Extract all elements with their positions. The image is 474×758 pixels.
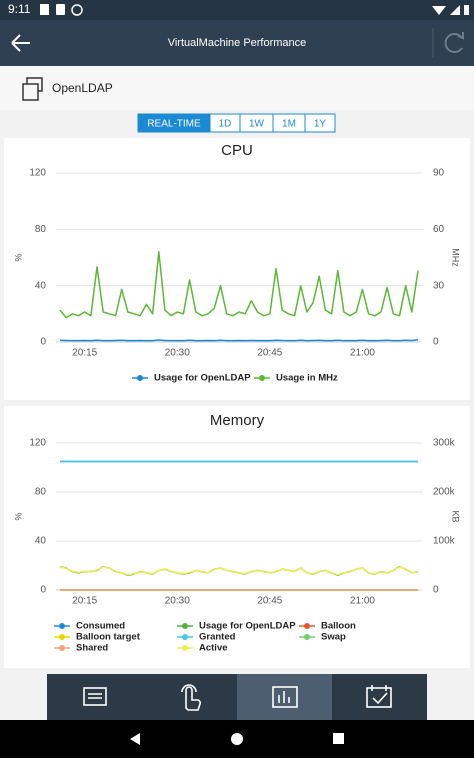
x-tick-label: 20:15	[72, 348, 97, 359]
legend-label: Usage for OpenLDAP	[154, 373, 251, 384]
x-tick-label: 20:45	[257, 596, 282, 607]
y-tick-label: 120	[29, 168, 46, 179]
y-tick-label: 80	[35, 224, 47, 235]
legend-label: Balloon target	[76, 632, 141, 643]
legend-label: Swap	[321, 632, 346, 643]
tab-label[interactable]: 1D	[219, 119, 232, 130]
charts: CPU% MHz 0 40 80 120 0 30 60 90 20:15 20:30 20:45 21:…	[13, 142, 460, 654]
y2-axis-label: MHz	[451, 248, 461, 267]
cpu-card	[4, 138, 470, 400]
x-tick-label: 20:45	[257, 348, 282, 359]
header-title: VirtualMachine Performance	[168, 37, 307, 49]
sys-back[interactable]	[130, 733, 140, 745]
legend-swatch	[137, 375, 143, 381]
y2-axis-label: KB	[451, 510, 461, 522]
status-icon	[71, 4, 83, 16]
series-line	[59, 251, 419, 319]
status-time: 9:11	[8, 2, 31, 16]
x-tick-label: 21:00	[350, 348, 375, 359]
y-axis-label: %	[13, 253, 23, 261]
tab-label[interactable]: REAL-TIME	[147, 119, 201, 130]
tab-label[interactable]: 1Y	[314, 119, 327, 130]
y2-tick-label: 200k	[433, 487, 456, 498]
legend-swatch	[304, 634, 310, 640]
x-tick-label: 20:15	[72, 596, 97, 607]
legend-swatch	[182, 623, 188, 629]
y-tick-label: 40	[35, 536, 47, 547]
nav-actions[interactable]	[181, 684, 201, 711]
y-axis-label: %	[13, 512, 23, 520]
nav-summary[interactable]	[83, 687, 107, 706]
x-tick-label: 20:30	[165, 596, 190, 607]
legend-swatch	[182, 634, 188, 640]
x-tick-label: 20:30	[165, 348, 190, 359]
legend-label: Usage in MHz	[276, 373, 338, 384]
legend-swatch	[59, 634, 65, 640]
legend-swatch	[59, 623, 65, 629]
legend-swatch	[59, 645, 65, 651]
object-name: OpenLDAP	[52, 81, 113, 95]
y-tick-label: 0	[40, 585, 46, 596]
y-tick-label: 80	[35, 487, 47, 498]
tab[interactable]	[304, 113, 336, 133]
y2-tick-label: 0	[433, 337, 439, 348]
back-button[interactable]	[11, 34, 30, 52]
tab-label[interactable]: 1W	[249, 119, 265, 130]
chart-title: CPU	[221, 142, 253, 159]
series-line	[59, 338, 419, 342]
legend-label: Consumed	[76, 621, 125, 632]
chart-title: Memory	[210, 412, 265, 429]
legend-label: Granted	[199, 632, 236, 643]
memory-card	[4, 406, 470, 668]
series-line	[59, 566, 419, 576]
wifi-icon	[432, 6, 446, 15]
legend-label: Balloon	[321, 621, 356, 632]
header	[0, 20, 474, 66]
status-bar	[0, 0, 474, 20]
legend-label: Shared	[76, 643, 108, 654]
object-row	[0, 66, 474, 110]
y-tick-label: 0	[40, 337, 46, 348]
y2-tick-label: 30	[433, 280, 445, 291]
legend-label: Usage for OpenLDAP	[199, 621, 296, 632]
y2-tick-label: 0	[433, 585, 439, 596]
status-icon	[40, 4, 49, 15]
y-tick-label: 120	[29, 438, 46, 449]
y2-tick-label: 300k	[433, 438, 456, 449]
y2-tick-label: 90	[433, 168, 445, 179]
y-tick-label: 40	[35, 280, 47, 291]
battery-icon	[464, 5, 469, 15]
x-tick-label: 21:00	[350, 596, 375, 607]
y2-tick-label: 60	[433, 224, 445, 235]
refresh-button[interactable]	[444, 32, 464, 53]
vm-icon	[22, 77, 43, 101]
legend-swatch	[182, 645, 188, 651]
sys-recent[interactable]	[333, 733, 344, 744]
y2-tick-label: 100k	[433, 536, 456, 547]
legend-label: Active	[199, 643, 228, 654]
nav-performance[interactable]	[272, 686, 298, 708]
nav-tasks[interactable]	[366, 685, 392, 708]
sys-home[interactable]	[231, 733, 243, 745]
legend-swatch	[304, 623, 310, 629]
tab-bar: REAL-TIME 1D 1W 1M 1Y	[137, 113, 336, 133]
tab-label[interactable]: 1M	[282, 119, 296, 130]
signal-icon	[450, 5, 460, 15]
legend-swatch	[259, 375, 265, 381]
status-icon	[56, 4, 65, 15]
